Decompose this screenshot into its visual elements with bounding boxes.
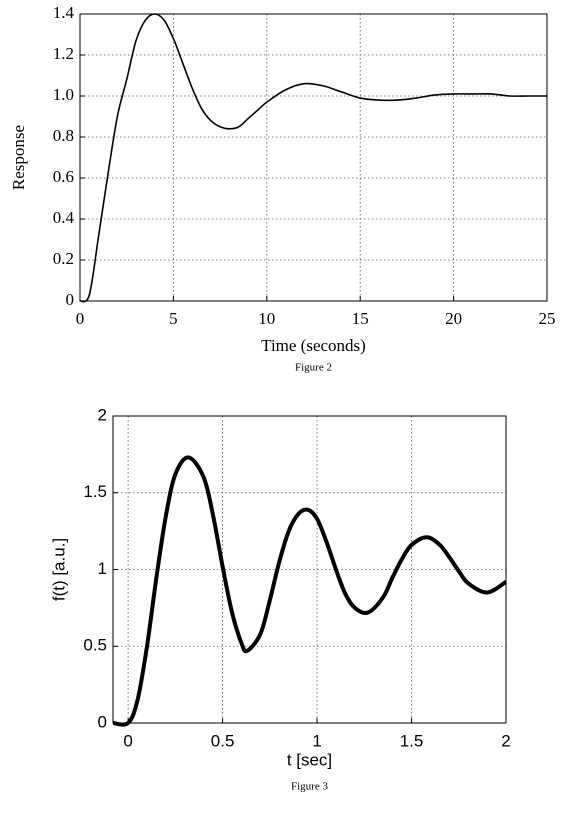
x-tick-label: 0.5 [211,731,235,750]
x-tick-label: 5 [169,309,178,328]
x-tick-label: 25 [539,309,556,328]
y-axis-label: Response [9,125,28,190]
y-tick-label: 1 [98,559,107,578]
figure-caption: Figure 2 [295,362,332,374]
y-tick-label: 1.2 [53,44,74,63]
x-tick-label: 1.5 [400,731,424,750]
y-tick-label: 1.5 [83,482,107,501]
x-axis-label: Time (seconds) [261,336,366,355]
y-tick-label: 0.4 [53,208,75,227]
x-tick-label: 2 [501,731,510,750]
data-line [79,13,547,303]
x-tick-label: 10 [258,309,275,328]
chart: 0 0.5 1 1.5 2 0 0.5 1 1.5 2 t [sec] f(t) [a.u.] Figu… [49,405,510,792]
x-tick-label: 1 [312,731,321,750]
y-tick-label: 0 [66,290,75,309]
figure-caption: Figure 3 [291,781,328,793]
y-axis-label: f(t) [a.u.] [49,538,68,601]
y-tick-label: 0.6 [53,167,74,186]
y-tick-label: 1.0 [53,85,74,104]
x-tick-label: 20 [445,309,462,328]
data-line [112,455,508,727]
plot-frame [112,415,507,724]
y-tick-label: 2 [98,405,107,424]
y-tick-label: 0.8 [53,126,74,145]
y-tick-label: 0.2 [53,249,74,268]
x-tick-label: 0 [76,309,85,328]
chart: 0 0.2 0.4 0.6 0.8 1.0 1.2 1.4 0 5 10 15 20 25 Time (se… [9,3,556,374]
x-axis-label: t [sec] [287,750,332,769]
x-tick-label: 15 [352,309,369,328]
x-tick-label: 0 [123,731,132,750]
y-tick-label: 0 [98,712,107,731]
y-tick-label: 1.4 [53,3,75,22]
plot-frame [79,13,548,302]
y-tick-label: 0.5 [83,636,107,655]
